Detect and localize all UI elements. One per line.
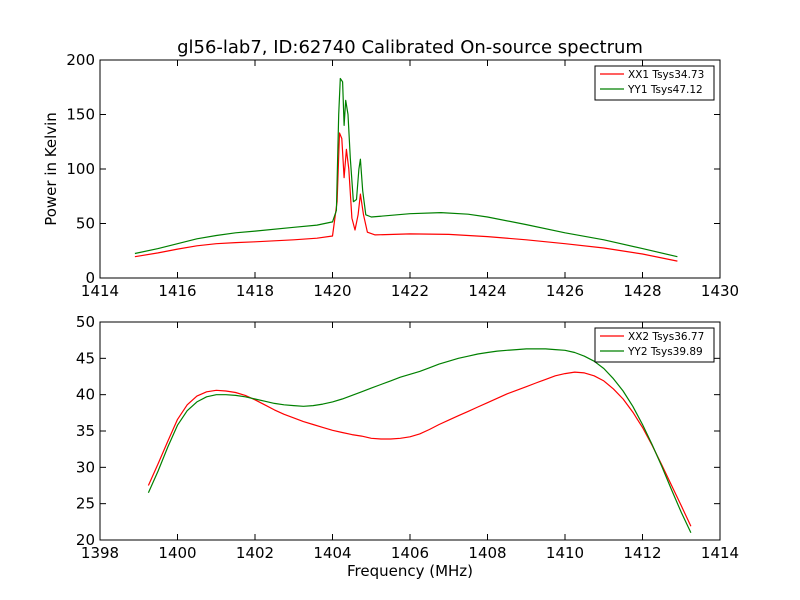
top-y-tick-label: 100 [66, 160, 95, 178]
bottom-x-tick-label: 1414 [701, 544, 739, 562]
bottom-series-line-2 [147, 348, 692, 533]
bottom-panel: 1398 1400 1402 1404 1406 1408 1410 1412 1414 20 25… [76, 313, 739, 580]
bottom-x-tick-label: 1408 [468, 544, 506, 562]
bottom-legend-box [594, 327, 715, 363]
bottom-x-tick-label: 1406 [391, 544, 429, 562]
legend-label-xx1: XX1 Tsys34.73 [628, 69, 704, 81]
top-x-tick-label: 1424 [468, 282, 506, 300]
bottom-x-tick-label: 1410 [546, 544, 584, 562]
top-series-layer [134, 77, 678, 262]
bottom-x-axis-label: Frequency (MHz) [347, 562, 473, 580]
bottom-y-tick-label: 35 [76, 422, 95, 440]
bottom-y-tick-label: 30 [76, 458, 95, 476]
top-y-axis-label: Power in Kelvin [42, 112, 60, 226]
top-x-tick-label: 1430 [701, 282, 739, 300]
legend-label-yy1: YY1 Tsys47.12 [627, 84, 703, 96]
top-y-tick-label: 150 [66, 106, 95, 124]
top-y-tick-label: 200 [66, 51, 95, 69]
legend-label-yy2: YY2 Tsys39.89 [627, 346, 703, 358]
top-x-tick-label: 1416 [158, 282, 196, 300]
bottom-series-line-1 [147, 371, 692, 527]
top-ticks: 1414 1416 1418 1420 1422 1424 1426 1428 1430 0 50 1… [66, 51, 739, 300]
bottom-y-tick-label: 45 [76, 349, 95, 367]
top-x-tick-label: 1420 [313, 282, 351, 300]
chart-title: gl56-lab7, ID:62740 Calibrated On-source… [177, 37, 643, 58]
bottom-y-tick-label: 20 [76, 531, 95, 549]
top-x-tick-label: 1414 [81, 282, 119, 300]
bottom-x-tick-label: 1398 [81, 544, 119, 562]
top-legend-box [594, 65, 715, 101]
bottom-legend: XX2 Tsys36.77 YY2 Tsys39.89 [594, 327, 715, 363]
top-x-tick-label: 1426 [546, 282, 584, 300]
legend-label-xx2: XX2 Tsys36.77 [628, 331, 704, 343]
bottom-y-tick-label: 40 [76, 386, 95, 404]
top-x-tick-label: 1418 [236, 282, 274, 300]
top-x-tick-label: 1422 [391, 282, 429, 300]
top-legend: XX1 Tsys34.73 YY1 Tsys47.12 [594, 65, 715, 101]
top-x-tick-label: 1428 [623, 282, 661, 300]
top-series-line-2 [134, 77, 678, 258]
top-series-line-1 [134, 132, 678, 262]
top-y-tick-label: 50 [76, 215, 95, 233]
bottom-x-tick-label: 1402 [236, 544, 274, 562]
bottom-series-layer [147, 348, 692, 533]
top-y-tick-label: 0 [85, 269, 95, 287]
bottom-y-tick-label: 50 [76, 313, 95, 331]
bottom-y-tick-label: 25 [76, 495, 95, 513]
bottom-ticks: 1398 1400 1402 1404 1406 1408 1410 1412 1414 20 25… [76, 313, 739, 562]
bottom-x-tick-label: 1412 [623, 544, 661, 562]
bottom-x-tick-label: 1404 [313, 544, 351, 562]
bottom-x-tick-label: 1400 [158, 544, 196, 562]
top-panel: 1414 1416 1418 1420 1422 1424 1426 1428 1430 0 50 1… [42, 51, 739, 300]
